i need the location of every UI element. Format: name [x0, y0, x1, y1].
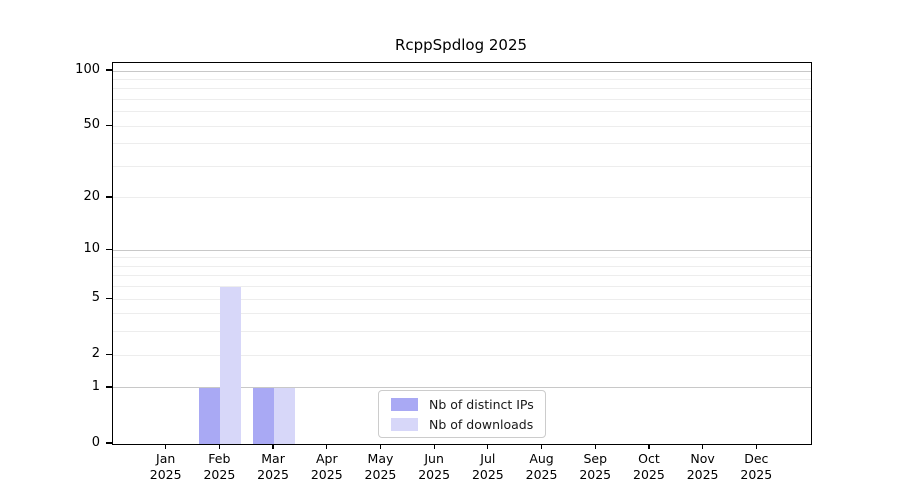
- x-tick: [165, 444, 167, 449]
- x-tick: [218, 444, 221, 449]
- y-tick-label: 20: [83, 188, 100, 204]
- x-tick: [755, 444, 757, 449]
- y-tick-label: 2: [91, 346, 100, 362]
- y-tick: [105, 196, 112, 198]
- y-tick: [105, 69, 112, 71]
- x-tick-label: Nov 2025: [686, 451, 719, 482]
- bar-mar-distinct-ips: [253, 387, 275, 444]
- gridline: [113, 275, 811, 277]
- gridline: [113, 249, 811, 251]
- y-tick-label: 10: [83, 241, 100, 257]
- x-tick: [379, 444, 382, 449]
- y-tick-label: 100: [75, 62, 100, 77]
- gridline: [113, 143, 811, 145]
- chart-title: RcppSpdlog 2025: [394, 36, 528, 54]
- x-tick: [648, 444, 650, 449]
- y-tick-label: 1: [91, 378, 100, 394]
- gridline: [113, 265, 811, 267]
- legend-label: Nb of downloads: [429, 416, 534, 432]
- x-tick-label: Oct 2025: [633, 451, 665, 482]
- gridline: [113, 78, 811, 80]
- y-tick: [105, 297, 112, 299]
- legend-swatch-distinct-ips: [391, 397, 418, 411]
- gridline: [113, 70, 811, 72]
- bar-mar-downloads: [274, 387, 296, 444]
- x-tick-label: Jul 2025: [471, 451, 504, 482]
- y-tick-label: 50: [83, 117, 100, 133]
- x-tick-label: Aug 2025: [525, 451, 558, 482]
- x-tick-label: Feb 2025: [203, 451, 236, 482]
- x-tick-label: Apr 2025: [310, 451, 343, 482]
- x-tick: [701, 444, 704, 449]
- x-tick: [594, 444, 596, 449]
- gridline: [113, 197, 811, 199]
- legend-item: Nb of distinct IPs: [385, 397, 539, 412]
- gridline: [113, 257, 811, 259]
- gridline: [113, 298, 811, 300]
- legend-swatch-downloads: [391, 417, 418, 431]
- x-tick: [326, 444, 328, 449]
- y-tick: [105, 442, 112, 444]
- y-tick: [105, 353, 112, 355]
- gridline: [113, 111, 811, 113]
- y-tick-label: 0: [91, 435, 100, 450]
- x-tick: [487, 444, 489, 449]
- gridline: [113, 313, 811, 315]
- gridline: [113, 125, 811, 127]
- gridline: [113, 286, 811, 288]
- gridline: [113, 165, 811, 167]
- gridline: [113, 354, 811, 356]
- x-tick: [540, 444, 543, 449]
- legend: Nb of distinct IPs Nb of downloads: [378, 390, 546, 438]
- x-tick-label: Jan 2025: [149, 451, 182, 482]
- y-tick: [105, 124, 112, 126]
- gridline: [113, 387, 811, 389]
- legend-label: Nb of distinct IPs: [429, 396, 534, 412]
- gridline: [113, 98, 811, 100]
- legend-item: Nb of downloads: [385, 417, 539, 432]
- y-tick: [105, 386, 112, 388]
- y-tick: [105, 248, 112, 250]
- bar-feb-distinct-ips: [199, 387, 221, 444]
- x-tick-label: Mar 2025: [257, 451, 289, 482]
- bar-feb-downloads: [220, 286, 242, 444]
- gridline: [113, 331, 811, 333]
- x-tick: [272, 444, 274, 449]
- x-tick-label: Jun 2025: [418, 451, 451, 482]
- x-tick: [433, 444, 435, 449]
- x-tick-label: Dec 2025: [740, 451, 773, 482]
- x-tick-label: Sep 2025: [579, 451, 612, 482]
- y-tick-label: 5: [91, 290, 100, 306]
- gridline: [113, 88, 811, 90]
- x-tick-label: May 2025: [364, 451, 397, 482]
- plot-area: [112, 62, 812, 445]
